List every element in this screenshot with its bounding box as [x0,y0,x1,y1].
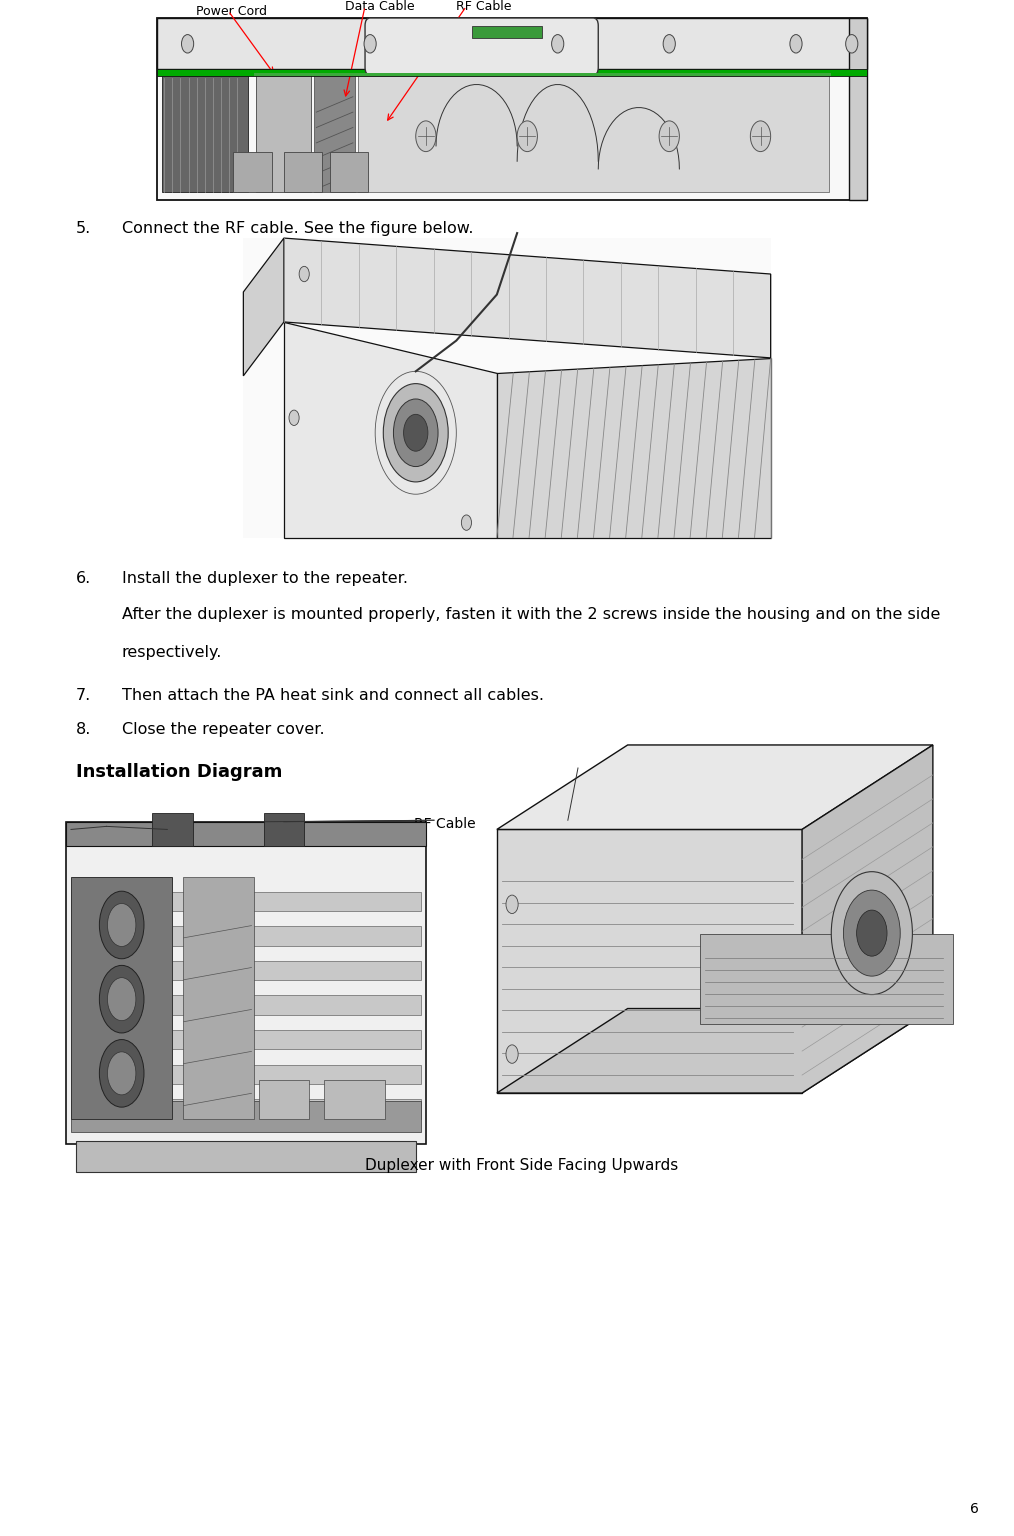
Circle shape [461,515,472,530]
Polygon shape [497,745,933,829]
Polygon shape [802,745,933,1094]
Circle shape [831,871,913,995]
Circle shape [107,903,136,946]
Bar [152,813,193,846]
Circle shape [107,977,136,1020]
Bar [66,822,426,846]
Bar [157,18,867,69]
Text: After the duplexer is mounted properly, fasten it with the 2 screws inside the h: After the duplexer is mounted properly, … [122,607,940,622]
Circle shape [107,1052,136,1095]
Polygon shape [284,238,771,358]
Circle shape [750,121,771,152]
Bar [254,74,831,77]
Circle shape [663,35,675,54]
Bar [233,152,272,192]
Polygon shape [284,323,497,538]
Bar [76,1141,416,1172]
Bar [71,995,421,1015]
Circle shape [383,384,448,482]
Bar [71,877,172,1118]
Circle shape [552,35,564,54]
Circle shape [289,410,299,425]
Circle shape [659,121,679,152]
Circle shape [99,965,144,1032]
Circle shape [790,35,802,54]
FancyBboxPatch shape [365,18,598,75]
Bar [324,1080,385,1118]
Circle shape [364,35,376,54]
Bar [284,152,322,192]
Bar [849,18,867,200]
Bar [264,813,304,846]
Bar [66,822,426,1144]
Circle shape [299,266,309,281]
Bar [314,71,355,192]
Text: Connect the RF cable. See the figure below.: Connect the RF cable. See the figure bel… [122,221,474,237]
Polygon shape [497,358,771,538]
Text: Screw: Screw [66,823,107,837]
Text: 5.: 5. [76,221,91,237]
Bar [243,238,771,538]
Text: 7.: 7. [76,688,91,703]
Bar [71,1064,421,1084]
Text: Install the duplexer to the repeater.: Install the duplexer to the repeater. [122,571,408,587]
Polygon shape [243,238,284,376]
Text: 6.: 6. [76,571,91,587]
Circle shape [844,889,900,977]
Bar [162,71,248,192]
Text: respectively.: respectively. [122,645,222,660]
Circle shape [393,399,438,467]
Circle shape [506,895,518,914]
Circle shape [506,1044,518,1063]
Text: 6: 6 [969,1502,979,1516]
Bar [183,877,254,1118]
Text: Power Cord: Power Cord [196,5,267,17]
Circle shape [857,909,887,955]
Bar [71,1031,421,1049]
Circle shape [416,121,436,152]
Circle shape [99,1040,144,1107]
Text: Installation Diagram: Installation Diagram [76,763,283,782]
Bar [700,934,953,1025]
Text: Close the repeater cover.: Close the repeater cover. [122,722,324,737]
Text: Data Cable: Data Cable [345,0,415,12]
Polygon shape [497,829,802,1094]
Bar [71,892,421,911]
Polygon shape [497,1009,933,1094]
Text: RF Cable: RF Cable [456,0,512,12]
Bar [71,962,421,980]
Text: Screw: Screw [553,817,594,831]
Circle shape [846,35,858,54]
Circle shape [404,415,428,452]
Bar [330,152,368,192]
Circle shape [517,121,537,152]
Text: Then attach the PA heat sink and connect all cables.: Then attach the PA heat sink and connect… [122,688,544,703]
Bar [71,1100,421,1118]
Bar [259,1080,309,1118]
Bar [256,71,311,192]
Bar [157,18,867,200]
Circle shape [182,35,194,54]
Text: RF Cable: RF Cable [414,817,476,831]
Text: Duplexer with Front Side Facing Upwards: Duplexer with Front Side Facing Upwards [365,1158,678,1174]
Bar [157,69,867,77]
Bar [71,926,421,946]
Circle shape [99,891,144,958]
Text: 8.: 8. [76,722,91,737]
Bar [358,71,829,192]
Bar [71,1101,421,1132]
Bar [472,26,542,38]
